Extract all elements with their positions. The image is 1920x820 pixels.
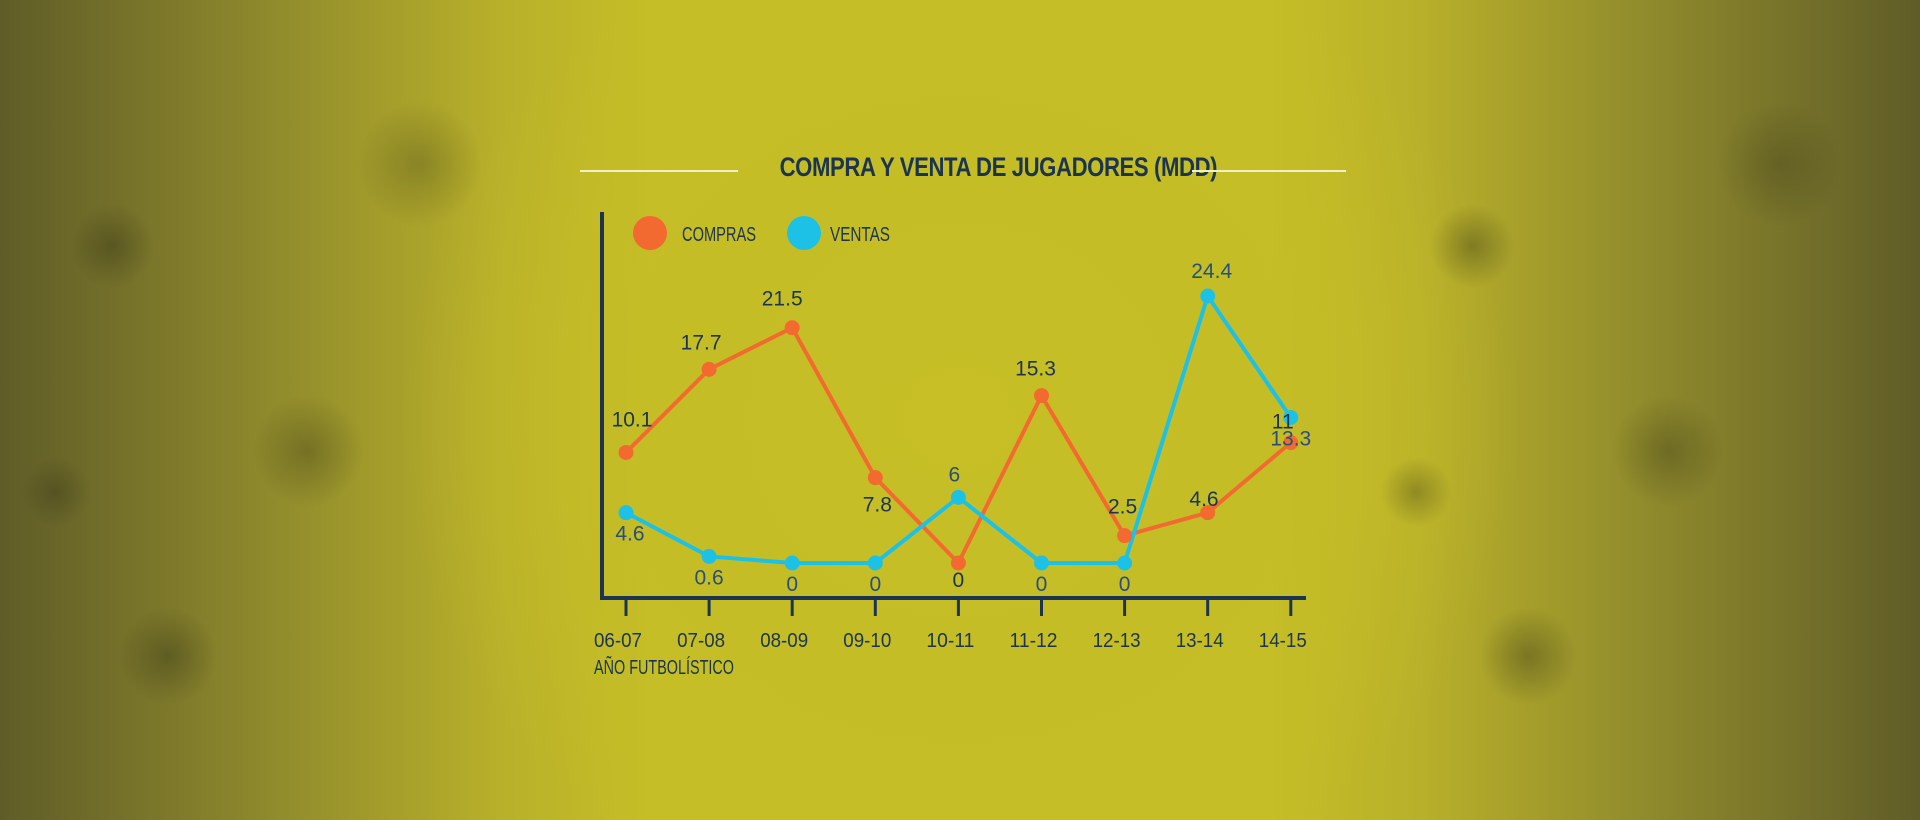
ventas-point: [1283, 409, 1299, 425]
legend-compras-label: COMPRAS: [682, 224, 756, 246]
chart-value-labels: 10.1 17.7 21.5 7.8 0 15.3 2.5 4.6 11 4.6 0.6 0 0 6 0 0 2…: [612, 260, 1312, 596]
chart-x-ticks: 06-07 07-08 08-09 09-10 10-11 11-12 12-13 13-14…: [594, 598, 1307, 679]
ventas-line: [625, 294, 1293, 565]
compras-value-label: 4.6: [1189, 488, 1218, 511]
ventas-value-label: 24.4: [1191, 260, 1232, 283]
chart-points: [618, 288, 1299, 571]
x-tick-label: 06-07: [594, 630, 642, 652]
compras-value-label: 2.5: [1108, 496, 1137, 519]
ventas-point: [784, 555, 800, 571]
chart-axes: [600, 212, 1306, 600]
compras-point: [618, 444, 634, 460]
ventas-value-label: 6: [949, 463, 961, 486]
x-tick-label: 13-14: [1176, 630, 1224, 652]
ventas-value-label: 4.6: [615, 523, 644, 546]
legend-compras-dot: [633, 216, 667, 250]
compras-point: [701, 361, 717, 377]
chart-series-lines: [624, 294, 1293, 565]
ventas-point: [1117, 555, 1133, 571]
title-rule-right: [1192, 170, 1346, 172]
x-tick-label: 14-15: [1259, 630, 1307, 652]
x-tick-label: 07-08: [677, 630, 725, 652]
x-tick-label: 08-09: [760, 630, 808, 652]
ventas-value-label: 0: [869, 573, 881, 596]
ventas-value-label: 13.3: [1270, 427, 1311, 450]
legend-ventas-dot: [787, 216, 821, 250]
compras-point: [950, 555, 966, 571]
chart-legend: COMPRAS VENTAS: [633, 216, 890, 250]
legend-ventas-label: VENTAS: [830, 224, 890, 246]
compras-point: [1117, 528, 1133, 544]
ventas-value-label: 0: [1119, 573, 1131, 596]
ventas-point: [950, 489, 966, 505]
compras-point: [1200, 505, 1216, 521]
x-tick-label: 11-12: [1010, 630, 1058, 652]
compras-value-label: 7.8: [863, 494, 892, 517]
compras-value-label: 10.1: [612, 408, 653, 431]
ventas-point: [867, 555, 883, 571]
ventas-point: [1034, 555, 1049, 571]
compras-value-label: 21.5: [762, 288, 803, 311]
compras-point: [784, 320, 800, 336]
title-rule-left: [580, 170, 738, 172]
x-tick-label: 09-10: [843, 630, 891, 652]
ventas-value-label: 0.6: [694, 566, 723, 589]
ventas-point: [618, 505, 634, 521]
compras-value-label: 11: [1272, 411, 1294, 434]
compras-value-label: 0: [953, 569, 965, 592]
compras-value-label: 17.7: [681, 331, 722, 354]
x-axis-title: AÑO FUTBOLÍSTICO: [594, 655, 734, 679]
ventas-value-label: 0: [1036, 573, 1048, 596]
ventas-point: [701, 548, 717, 564]
compras-point: [1034, 388, 1049, 404]
compras-value-label: 15.3: [1015, 358, 1056, 381]
ventas-point: [1200, 288, 1216, 304]
ventas-value-label: 0: [786, 573, 798, 596]
x-tick-label: 12-13: [1093, 630, 1141, 652]
x-tick-label: 10-11: [926, 630, 974, 652]
compras-point: [1283, 435, 1299, 451]
compras-line: [624, 325, 1293, 565]
compras-point: [867, 470, 883, 486]
